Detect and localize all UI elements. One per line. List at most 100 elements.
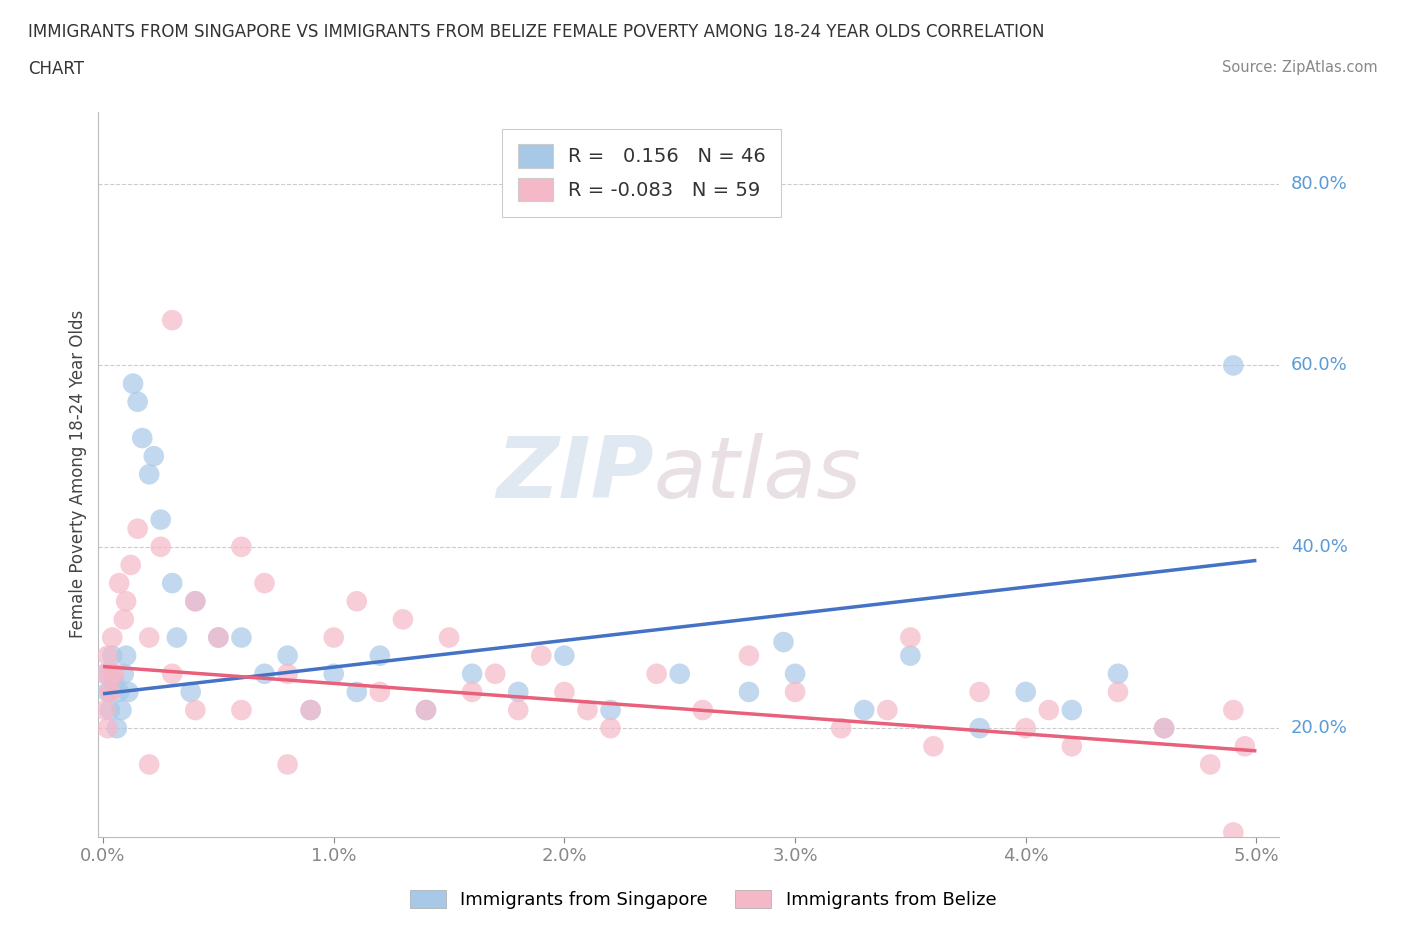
Point <box>207 631 229 645</box>
Point <box>162 576 183 591</box>
Point <box>599 703 621 718</box>
Point <box>1153 721 1175 736</box>
Point <box>668 666 690 681</box>
Text: IMMIGRANTS FROM SINGAPORE VS IMMIGRANTS FROM BELIZE FEMALE POVERTY AMONG 18-24 Y: IMMIGRANTS FROM SINGAPORE VS IMMIGRANTS … <box>28 23 1045 41</box>
Point <box>1060 738 1083 753</box>
Point <box>149 539 172 554</box>
Point <box>253 666 276 681</box>
Legend: Immigrants from Singapore, Immigrants from Belize: Immigrants from Singapore, Immigrants fr… <box>402 883 1004 916</box>
Point <box>120 558 142 573</box>
Text: ZIP: ZIP <box>496 432 654 516</box>
Point <box>184 594 207 609</box>
Point <box>112 612 135 627</box>
Text: 80.0%: 80.0% <box>1291 175 1347 193</box>
Point <box>142 449 165 464</box>
Point <box>530 648 553 663</box>
Point <box>162 312 183 327</box>
Point <box>115 648 138 663</box>
Point <box>277 648 299 663</box>
Point <box>122 377 145 392</box>
Point <box>1107 684 1129 699</box>
Point <box>162 666 183 681</box>
Point <box>461 684 484 699</box>
Point <box>94 703 117 718</box>
Point <box>138 467 160 482</box>
Point <box>830 721 852 736</box>
Point <box>97 684 120 699</box>
Point <box>553 684 575 699</box>
Point <box>1038 703 1060 718</box>
Point <box>645 666 668 681</box>
Point <box>112 666 135 681</box>
Point <box>853 703 876 718</box>
Point <box>101 648 124 663</box>
Point <box>127 394 149 409</box>
Point <box>783 684 806 699</box>
Point <box>299 703 322 718</box>
Text: CHART: CHART <box>28 60 84 78</box>
Point <box>1222 358 1244 373</box>
Point <box>131 431 153 445</box>
Point <box>322 666 344 681</box>
Point <box>1060 703 1083 718</box>
Point <box>969 684 991 699</box>
Point <box>166 631 188 645</box>
Point <box>98 684 121 699</box>
Point <box>94 666 117 681</box>
Point <box>508 684 530 699</box>
Point <box>969 721 991 736</box>
Point <box>322 631 344 645</box>
Point <box>108 576 131 591</box>
Point <box>692 703 714 718</box>
Point <box>97 721 120 736</box>
Point <box>346 594 368 609</box>
Point <box>103 666 125 681</box>
Point <box>149 512 172 527</box>
Text: Source: ZipAtlas.com: Source: ZipAtlas.com <box>1222 60 1378 75</box>
Point <box>1015 684 1038 699</box>
Point <box>138 631 160 645</box>
Point <box>576 703 599 718</box>
Point <box>180 684 202 699</box>
Point <box>115 594 138 609</box>
Legend: R =   0.156   N = 46, R = -0.083   N = 59: R = 0.156 N = 46, R = -0.083 N = 59 <box>502 128 782 217</box>
Point <box>94 666 117 681</box>
Point <box>900 631 922 645</box>
Point <box>461 666 484 681</box>
Point <box>277 757 299 772</box>
Point <box>553 648 575 663</box>
Point <box>484 666 506 681</box>
Point <box>108 684 131 699</box>
Point <box>368 684 391 699</box>
Point <box>437 631 460 645</box>
Point <box>738 648 761 663</box>
Point <box>117 684 139 699</box>
Point <box>1015 721 1038 736</box>
Point <box>922 738 945 753</box>
Point <box>98 684 121 699</box>
Point <box>415 703 437 718</box>
Point <box>184 703 207 718</box>
Point <box>110 703 132 718</box>
Point <box>101 631 124 645</box>
Text: 20.0%: 20.0% <box>1291 719 1347 737</box>
Point <box>184 594 207 609</box>
Point <box>138 757 160 772</box>
Point <box>207 631 229 645</box>
Point <box>231 703 253 718</box>
Point <box>277 666 299 681</box>
Point <box>98 703 121 718</box>
Point <box>415 703 437 718</box>
Point <box>368 648 391 663</box>
Point <box>508 703 530 718</box>
Point <box>253 576 276 591</box>
Point <box>1222 825 1244 840</box>
Point <box>97 648 120 663</box>
Point <box>772 634 794 649</box>
Point <box>1153 721 1175 736</box>
Point <box>231 631 253 645</box>
Y-axis label: Female Poverty Among 18-24 Year Olds: Female Poverty Among 18-24 Year Olds <box>69 311 87 638</box>
Point <box>1233 738 1256 753</box>
Point <box>1222 703 1244 718</box>
Point <box>346 684 368 699</box>
